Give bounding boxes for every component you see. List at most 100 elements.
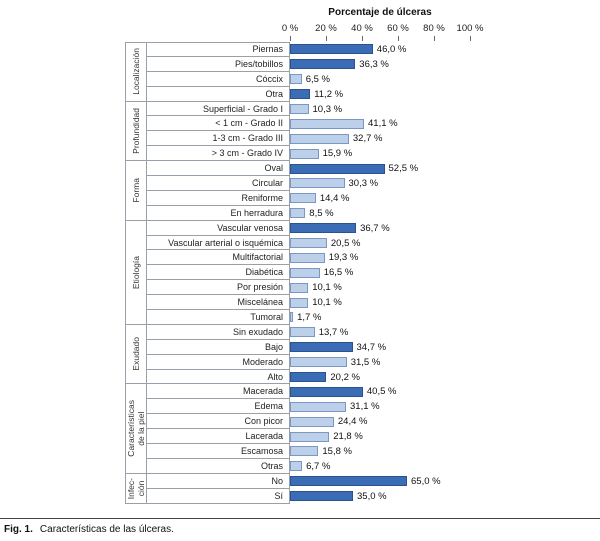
- bar-value: 13,7 %: [318, 326, 349, 338]
- bar-value: 14,4 %: [319, 192, 350, 204]
- group-label-cell: Características de la piel: [125, 384, 147, 474]
- category-label: Superficial - Grado I: [147, 101, 290, 117]
- bar: [290, 59, 356, 70]
- bar-row: 46,0 %: [290, 42, 505, 57]
- category-label: Escamosa: [147, 444, 290, 459]
- group-label: Profundidad: [131, 107, 141, 154]
- category-label: Circular: [147, 176, 290, 191]
- bar-value: 16,5 %: [323, 267, 354, 279]
- group-label-cell: Infec- ción: [125, 473, 147, 504]
- bar-value: 30,3 %: [348, 177, 379, 189]
- bar-value: 1,7 %: [297, 311, 322, 323]
- bar-row: 16,5 %: [290, 265, 505, 280]
- bar-row: 36,3 %: [290, 57, 505, 72]
- bar-value: 11,2 %: [314, 88, 344, 100]
- bar: [290, 163, 385, 174]
- bar: [290, 297, 309, 308]
- category-label: Lacerada: [147, 429, 290, 445]
- bar-chart: Localización Piernas 46,0 % Pies/tobillos 36…: [125, 42, 600, 504]
- bar-row: 20,5 %: [290, 236, 505, 251]
- category-label: Diabética: [147, 265, 290, 281]
- category-label: Vascular venosa: [147, 220, 290, 236]
- category-label: Por presión: [147, 280, 290, 296]
- category-label: No: [147, 473, 290, 489]
- bar: [290, 223, 357, 234]
- group-label-cell: Profundidad: [125, 101, 147, 162]
- bar-value: 20,2 %: [330, 371, 360, 383]
- bar-row: 40,5 %: [290, 384, 505, 399]
- category-label: Oval: [147, 161, 290, 177]
- bar-value: 36,3 %: [359, 58, 389, 70]
- axis-tick-label: 0 %: [281, 23, 299, 34]
- bar-value: 35,0 %: [357, 490, 387, 502]
- category-label: Macerada: [147, 384, 290, 400]
- bar: [290, 74, 302, 85]
- category-label: Moderado: [147, 354, 290, 370]
- axis-tick-mark: [362, 36, 363, 41]
- group-label-cell: Exudado: [125, 324, 147, 385]
- axis-tick-label: 100 %: [456, 23, 484, 34]
- category-label: Piernas: [147, 42, 290, 57]
- bar-value: 52,5 %: [388, 163, 419, 175]
- category-label: Tumoral: [147, 310, 290, 325]
- axis-tick-label: 20 %: [315, 23, 337, 34]
- category-label: Miscelánea: [147, 295, 290, 311]
- bar-value: 19,3 %: [328, 252, 359, 264]
- group-label: Forma: [131, 178, 141, 203]
- bar-row: 15,8 %: [290, 444, 505, 459]
- bar-row: 10,3 %: [290, 102, 505, 117]
- caption-text: Características de las úlceras.: [39, 524, 174, 535]
- axis-tick-mark: [326, 36, 327, 41]
- axis-tick-mark: [434, 36, 435, 41]
- x-axis: 0 % 20 % 40 % 60 % 80 % 100 %: [282, 18, 510, 42]
- axis-tick-mark: [290, 36, 291, 41]
- bar-row: 34,7 %: [290, 340, 505, 355]
- bar-row: 11,2 %: [290, 87, 505, 102]
- group-label: Exudado: [131, 337, 141, 371]
- bar-value: 20,5 %: [330, 237, 361, 249]
- bar-row: 19,3 %: [290, 250, 505, 265]
- category-label: Multifactorial: [147, 250, 290, 266]
- bar-row: 21,8 %: [290, 429, 505, 444]
- bar: [290, 372, 327, 383]
- bar-row: 10,1 %: [290, 280, 505, 295]
- bar-row: 13,7 %: [290, 325, 505, 340]
- category-label: Con picor: [147, 414, 290, 430]
- axis-tick-mark: [470, 36, 471, 41]
- bar: [290, 327, 315, 338]
- bar-row: 20,2 %: [290, 370, 505, 385]
- bar-value: 31,1 %: [350, 401, 380, 413]
- bar-value: 21,8 %: [333, 431, 363, 443]
- bar: [290, 252, 325, 263]
- bar-value: 34,7 %: [356, 341, 387, 353]
- category-label: Pies/tobillos: [147, 56, 290, 72]
- bar: [290, 476, 407, 487]
- bar-value: 32,7 %: [352, 133, 383, 145]
- category-label: Cóccix: [147, 71, 290, 87]
- bar: [290, 446, 319, 457]
- group-label-cell: Forma: [125, 161, 147, 221]
- bar-value: 36,7 %: [360, 222, 390, 234]
- bar-row: 41,1 %: [290, 116, 505, 131]
- category-label: 1-3 cm - Grado III: [147, 131, 290, 147]
- bar-row: 36,7 %: [290, 221, 505, 236]
- bar: [290, 118, 364, 129]
- bar-row: 24,4 %: [290, 414, 505, 429]
- bar-row: 15,9 %: [290, 146, 505, 161]
- bar-row: 52,5 %: [290, 161, 505, 176]
- bar: [290, 133, 349, 144]
- group-label-cell: Localización: [125, 42, 147, 102]
- figure-caption: Fig. 1. Características de las úlceras.: [0, 518, 600, 541]
- category-label: Sí: [147, 488, 290, 504]
- axis-tick-label: 80 %: [423, 23, 445, 34]
- group-label-cell: Etiología: [125, 220, 147, 325]
- bar: [290, 357, 347, 368]
- bar-value: 24,4 %: [337, 416, 368, 428]
- bar-row: 6,5 %: [290, 72, 505, 87]
- chart-title: Porcentaje de úlceras: [328, 7, 432, 18]
- bar: [290, 89, 311, 100]
- axis-tick-label: 40 %: [351, 23, 373, 34]
- category-label: > 3 cm - Grado IV: [147, 146, 290, 162]
- bar: [290, 104, 309, 114]
